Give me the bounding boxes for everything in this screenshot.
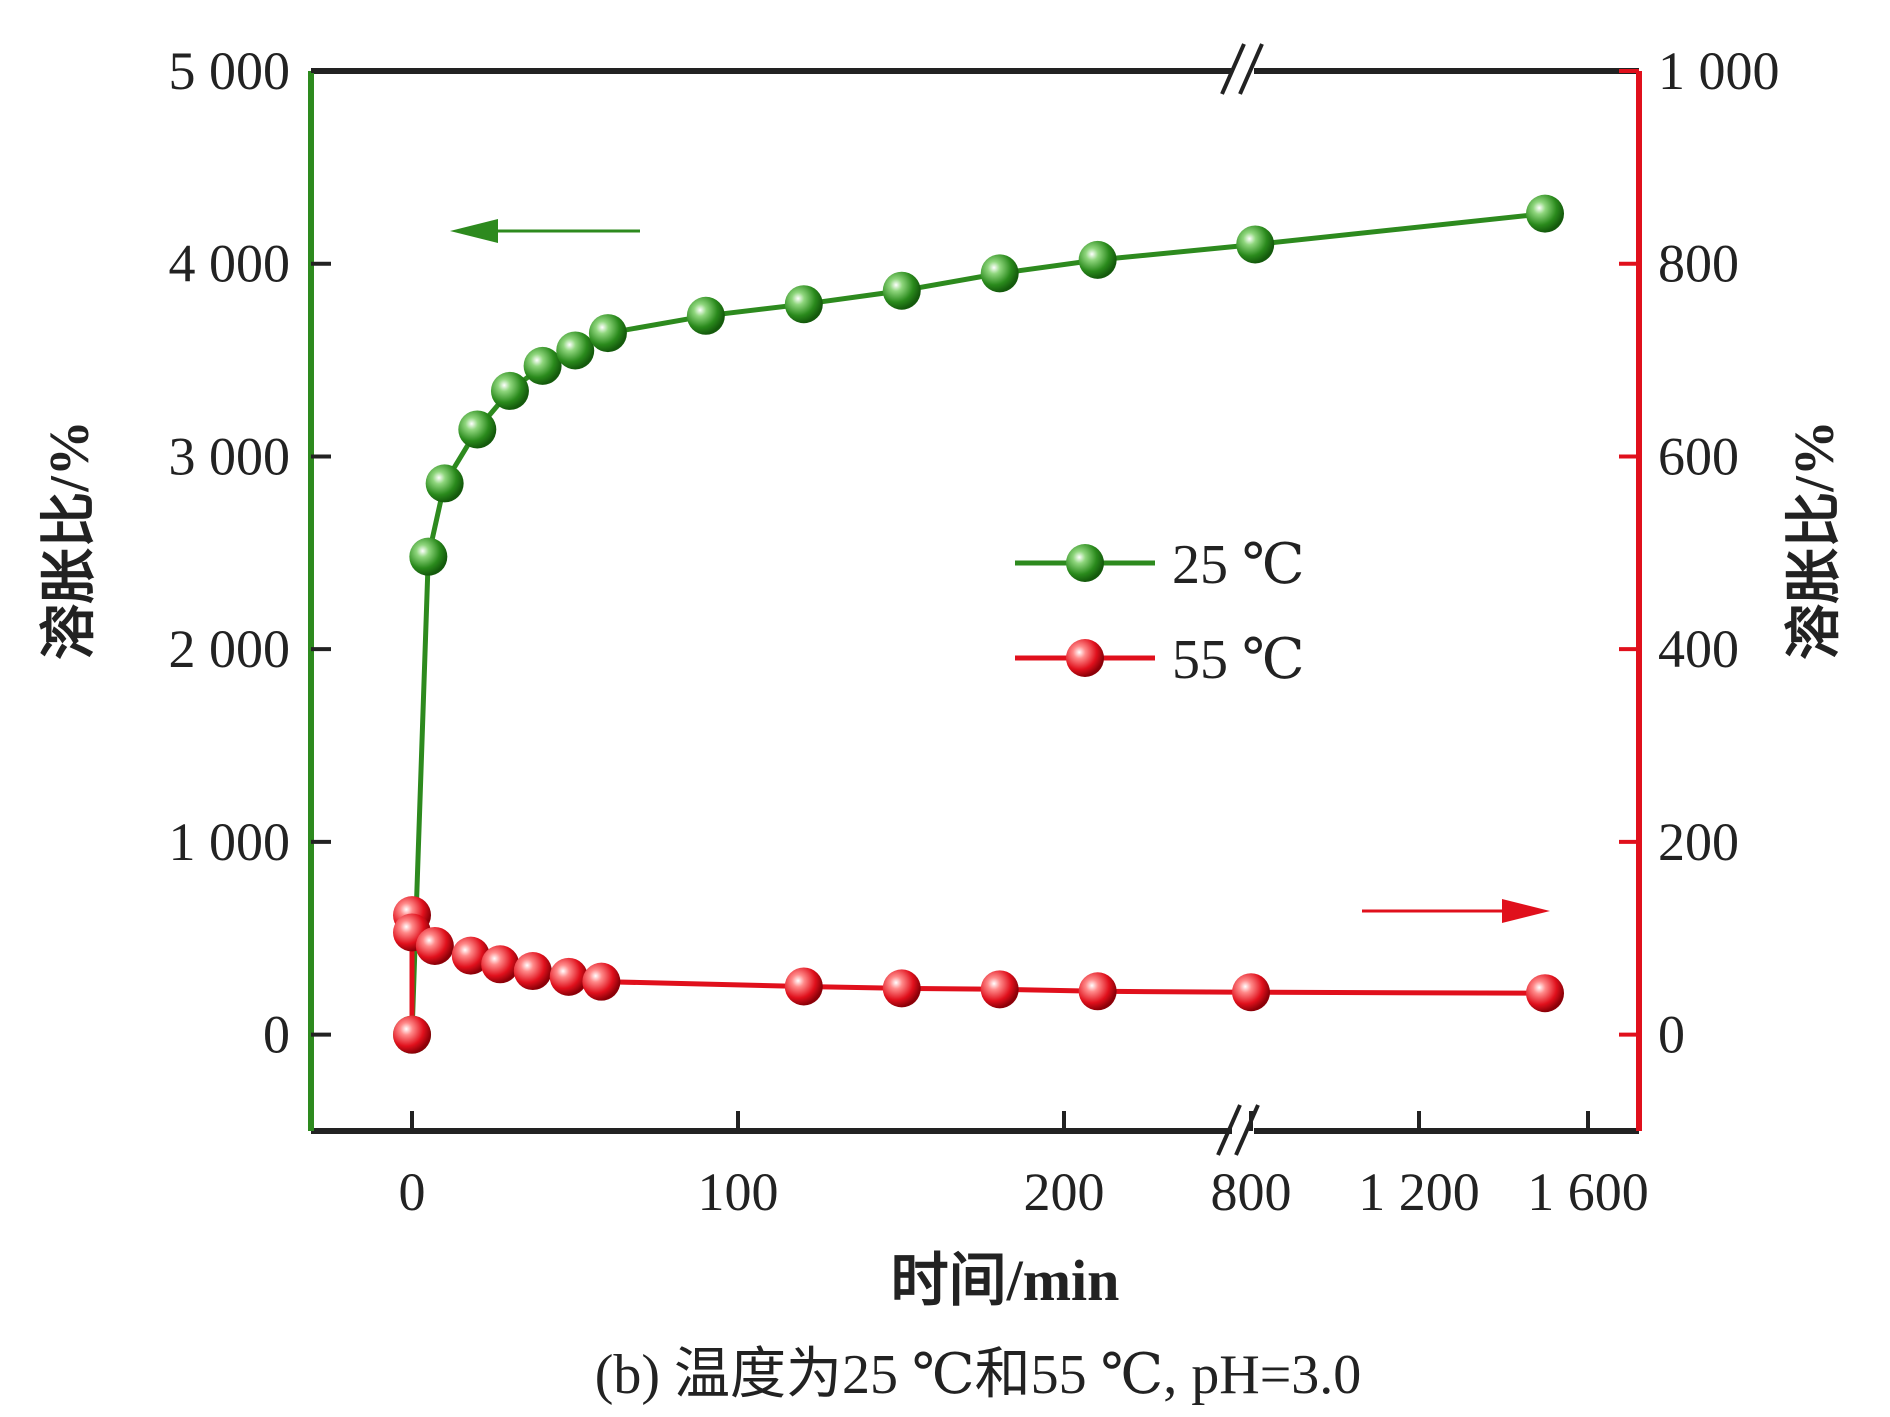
data-point-25c xyxy=(1526,194,1564,233)
x-axis-ticks: 0 100 200 800 1 200 1 600 xyxy=(399,1111,1649,1222)
left-y-tick-label: 1 000 xyxy=(169,812,291,872)
left-y-tick-label: 5 000 xyxy=(169,41,291,101)
right-y-tick-label: 400 xyxy=(1658,619,1739,679)
data-point-55c xyxy=(1526,974,1564,1013)
left-y-axis-ticks: 0 1 000 2 000 3 000 4 000 5 000 xyxy=(169,41,331,1065)
data-point-25c xyxy=(784,285,823,324)
data-point-25c xyxy=(980,254,1019,293)
data-point-25c xyxy=(556,331,595,370)
x-tick-label: 100 xyxy=(698,1162,779,1222)
left-axis-arrow xyxy=(450,219,640,243)
legend-marker-55c xyxy=(1066,639,1104,677)
x-axis-title: 时间/min xyxy=(891,1248,1120,1313)
left-y-tick-label: 3 000 xyxy=(169,426,291,486)
legend-marker-25c xyxy=(1066,544,1104,582)
left-y-tick-label: 0 xyxy=(263,1005,290,1065)
series-points xyxy=(393,194,1564,1054)
right-y-tick-label: 1 000 xyxy=(1658,41,1780,101)
data-point-25c xyxy=(458,410,497,449)
data-point-25c xyxy=(490,371,529,410)
data-point-25c xyxy=(1078,240,1117,279)
data-point-25c xyxy=(523,346,562,385)
figure-caption: (b) 温度为25 ℃和55 ℃, pH=3.0 xyxy=(595,1344,1362,1406)
data-point-55c xyxy=(784,967,823,1006)
data-point-55c xyxy=(582,962,621,1001)
data-point-55c xyxy=(481,945,520,984)
right-y-tick-label: 800 xyxy=(1658,234,1739,294)
data-point-25c xyxy=(882,271,921,310)
right-y-tick-label: 200 xyxy=(1658,812,1739,872)
data-point-55c xyxy=(393,1015,431,1054)
data-point-25c xyxy=(1236,225,1275,264)
right-y-tick-label: 0 xyxy=(1658,1005,1685,1065)
top-axis-break xyxy=(1220,43,1264,95)
data-point-25c xyxy=(686,296,725,335)
x-tick-label: 1 200 xyxy=(1358,1162,1480,1222)
right-y-tick-label: 600 xyxy=(1658,426,1739,486)
legend-label-55c: 55 ℃ xyxy=(1172,629,1305,691)
data-point-55c xyxy=(513,952,552,991)
data-point-55c xyxy=(1078,972,1117,1011)
left-y-tick-label: 4 000 xyxy=(169,234,291,294)
x-tick-label: 1 600 xyxy=(1527,1162,1649,1222)
x-tick-label: 800 xyxy=(1211,1162,1292,1222)
data-point-55c xyxy=(451,936,490,975)
data-point-25c xyxy=(425,464,464,503)
x-tick-label: 0 xyxy=(399,1162,426,1222)
data-point-25c xyxy=(409,537,448,576)
data-point-55c xyxy=(980,970,1019,1009)
right-axis-arrow xyxy=(1362,899,1550,923)
x-tick-label: 200 xyxy=(1024,1162,1105,1222)
legend: 25 ℃ 55 ℃ xyxy=(1015,534,1305,691)
left-y-axis-title: 溶胀比/% xyxy=(39,420,101,660)
legend-label-25c: 25 ℃ xyxy=(1172,534,1305,596)
data-point-55c xyxy=(549,957,588,996)
data-point-55c xyxy=(415,926,454,965)
bottom-axis-break xyxy=(1216,1104,1260,1156)
data-point-55c xyxy=(882,969,921,1008)
data-point-25c xyxy=(588,314,627,353)
left-y-tick-label: 2 000 xyxy=(169,619,291,679)
right-y-axis-ticks: 0 200 400 600 800 1 000 xyxy=(1619,41,1780,1065)
legend-item-25c: 25 ℃ xyxy=(1015,534,1305,596)
legend-item-55c: 55 ℃ xyxy=(1015,629,1305,691)
right-y-axis-title: 溶胀比/% xyxy=(1784,420,1846,660)
data-point-55c xyxy=(1232,973,1270,1012)
